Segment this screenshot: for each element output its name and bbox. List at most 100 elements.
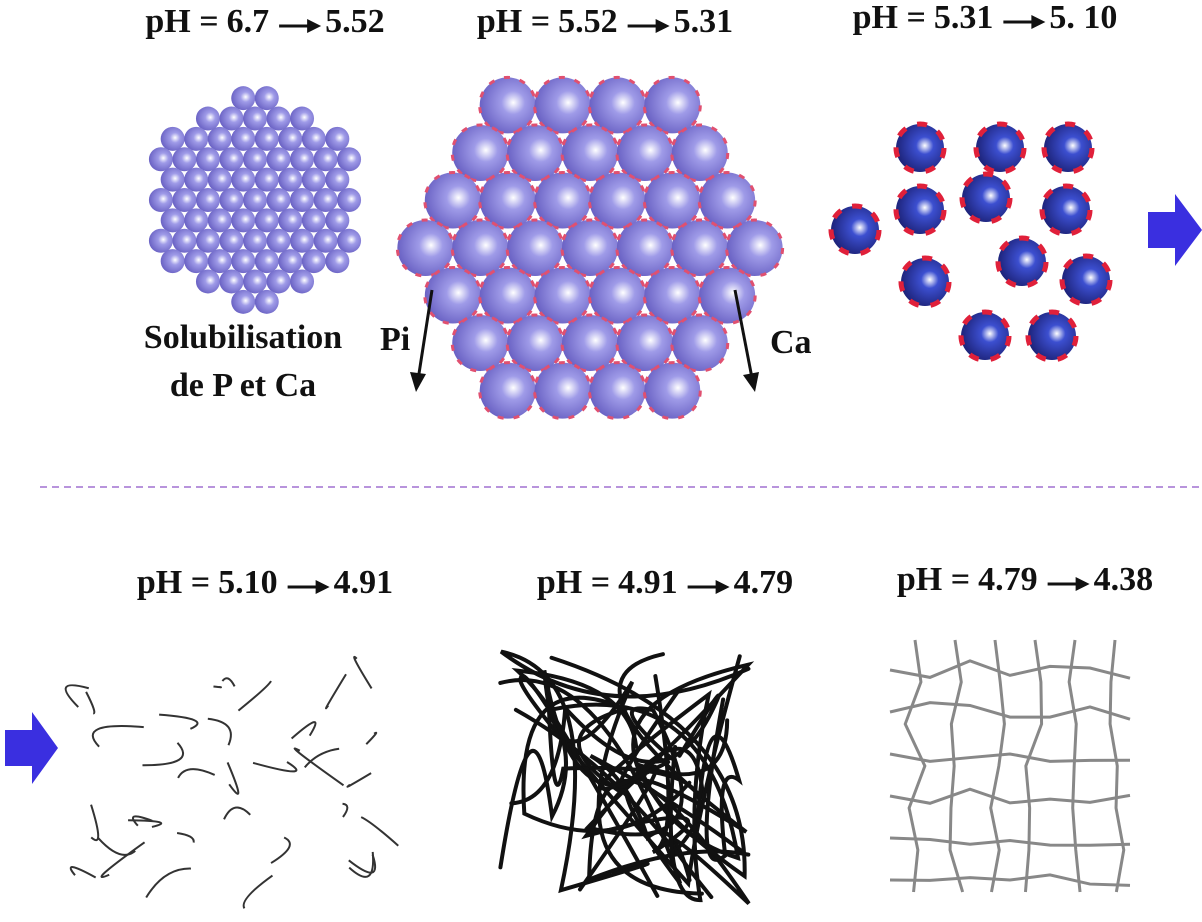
ph-prefix: pH = — [853, 0, 926, 36]
fiber — [242, 874, 274, 909]
micelle — [254, 289, 279, 314]
fiber — [542, 669, 704, 896]
fiber — [128, 819, 163, 828]
ph-from: 6.7 — [227, 3, 270, 40]
ph-arrow-head — [307, 19, 322, 33]
micelle — [670, 218, 730, 278]
micelle — [1041, 121, 1095, 175]
fiber — [237, 680, 272, 712]
fiber — [91, 725, 144, 748]
micelle — [560, 313, 620, 373]
micelle — [266, 147, 291, 172]
micelle — [615, 123, 675, 183]
micelle — [290, 147, 315, 172]
fiber — [498, 667, 639, 870]
micelle-cluster — [395, 75, 785, 421]
strand — [948, 639, 965, 893]
fiber — [252, 761, 298, 773]
micelle — [148, 147, 173, 172]
micelle — [207, 126, 232, 151]
ph-arrow-head — [715, 580, 730, 594]
micelle — [893, 183, 947, 237]
micelle — [615, 313, 675, 373]
micelle — [313, 228, 338, 253]
micelle — [278, 249, 303, 274]
micelle — [231, 167, 256, 192]
micelle — [266, 188, 291, 212]
micelle — [313, 147, 338, 172]
fiber — [521, 695, 692, 834]
micelle — [172, 147, 197, 172]
fiber — [97, 837, 136, 856]
ph-label: pH = 5.31 5. 10 — [853, 0, 1118, 36]
micelle — [195, 147, 220, 172]
strand — [1023, 639, 1044, 893]
micelle — [587, 361, 647, 421]
micelle — [184, 249, 209, 274]
ph-to: 5. 10 — [1049, 0, 1117, 36]
release-arrow — [416, 289, 434, 381]
micelle — [325, 208, 350, 233]
micelle — [325, 249, 350, 274]
strand — [1108, 639, 1126, 893]
fiber — [599, 689, 712, 903]
micelle — [697, 266, 757, 326]
micelle — [478, 75, 538, 135]
micelle — [478, 361, 538, 421]
fiber — [353, 656, 373, 689]
ph-label: pH = 4.79 4.38 — [897, 561, 1153, 598]
fiber — [290, 721, 317, 740]
ph-arrow-head — [655, 19, 670, 33]
ph-label: pH = 5.10 4.91 — [137, 564, 393, 601]
micelle — [642, 75, 702, 135]
micelle — [898, 255, 952, 309]
micelle — [587, 170, 647, 230]
micelle — [219, 269, 244, 294]
ph-label: pH = 6.7 5.52 — [145, 3, 384, 40]
ph-arrow-head — [315, 580, 330, 594]
micelle — [195, 228, 220, 253]
strand — [889, 701, 1131, 721]
ph-from: 4.79 — [978, 561, 1038, 598]
ph-arrow-head — [1075, 577, 1090, 591]
micelle — [337, 228, 362, 253]
micelle — [172, 228, 197, 253]
micelle — [478, 266, 538, 326]
fiber — [223, 806, 251, 820]
micelle — [243, 228, 267, 253]
ph-label: pH = 4.91 4.79 — [537, 564, 793, 601]
ph-prefix: pH = — [897, 561, 970, 598]
micelle — [423, 266, 483, 326]
strand — [1067, 639, 1082, 893]
micelle — [266, 228, 291, 253]
micelle — [184, 167, 209, 192]
flow-arrow — [1148, 194, 1202, 266]
fiber — [365, 731, 378, 745]
micelle — [301, 208, 326, 233]
micelle — [148, 188, 173, 212]
strand — [903, 639, 927, 893]
micelle — [184, 208, 209, 233]
fiber — [360, 816, 399, 847]
fiber — [577, 706, 684, 892]
micelle — [587, 75, 647, 135]
micelle — [254, 86, 279, 111]
micelle — [148, 228, 173, 253]
ph-arrow-head — [1031, 15, 1046, 29]
fiber — [226, 762, 240, 795]
network — [889, 639, 1131, 893]
micelle — [231, 86, 256, 111]
ph-prefix: pH = — [145, 3, 218, 40]
micelle — [505, 218, 565, 278]
fiber — [213, 685, 222, 689]
micelle — [254, 249, 279, 274]
caption: Solubilisation — [144, 319, 343, 356]
flow-arrow — [5, 712, 58, 784]
micelle — [642, 361, 702, 421]
strand — [889, 873, 1131, 887]
micelle — [207, 167, 232, 192]
micelle — [697, 170, 757, 230]
fiber — [142, 742, 184, 767]
micelle — [642, 266, 702, 326]
